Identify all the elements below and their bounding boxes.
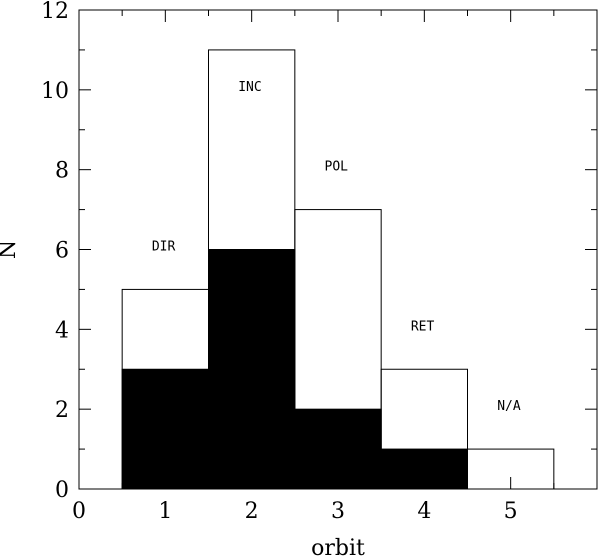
- annotation-inc: INC: [238, 80, 261, 95]
- y-tick-label: 8: [55, 159, 69, 184]
- annotation-dir: DIR: [152, 240, 176, 255]
- filled-bar-3: [294, 408, 382, 490]
- axis-ticks: [78, 9, 598, 490]
- annotation-n-a: N/A: [497, 399, 521, 414]
- filled-bar-1: [121, 368, 209, 490]
- annotation-ret: RET: [411, 319, 435, 334]
- x-axis-title: orbit: [311, 536, 365, 559]
- y-tick-label: 0: [55, 478, 69, 503]
- filled-bar-2: [208, 249, 296, 490]
- y-tick-label: 2: [55, 398, 69, 423]
- y-tick-label: 6: [55, 239, 69, 264]
- y-axis-title: N: [0, 240, 21, 259]
- x-tick-label: 3: [331, 499, 345, 524]
- x-tick-label: 2: [245, 499, 259, 524]
- y-tick-label: 12: [41, 0, 69, 24]
- y-tick-label: 10: [41, 79, 69, 104]
- x-tick-label: 0: [72, 499, 86, 524]
- filled-bars: [121, 249, 468, 490]
- y-tick-label: 4: [55, 318, 69, 343]
- x-tick-label: 1: [158, 499, 172, 524]
- annotations: DIR INC POL RET N/A: [152, 80, 521, 414]
- x-tick-label: 5: [504, 499, 518, 524]
- x-tick-label: 4: [417, 499, 431, 524]
- annotation-pol: POL: [325, 160, 349, 175]
